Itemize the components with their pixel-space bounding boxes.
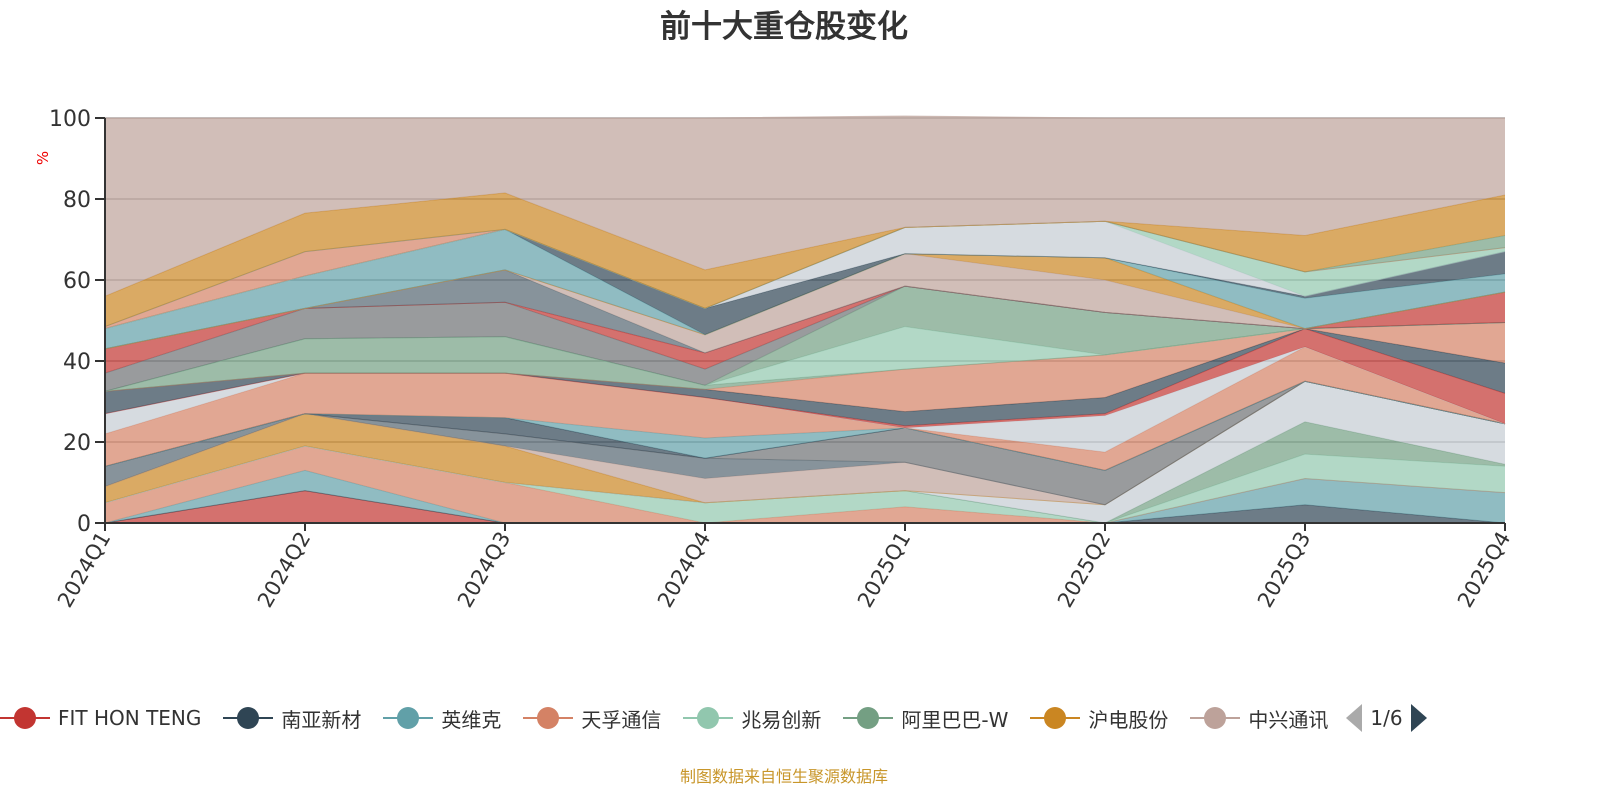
area-layer — [105, 322, 1505, 392]
chart-title: 前十大重仓股变化 — [660, 9, 908, 45]
area-layer — [105, 346, 1505, 453]
y-tick-label: 0 — [77, 512, 91, 537]
legend-item[interactable]: 南亚新材 — [223, 704, 361, 733]
x-tick-label: 2025Q4 — [1453, 528, 1515, 612]
area-layer — [105, 253, 1505, 349]
legend-label: 英维克 — [441, 707, 502, 732]
y-tick-label: 40 — [63, 350, 91, 375]
area-layer — [105, 322, 1505, 412]
legend-label: 南亚新材 — [281, 707, 362, 732]
legend-item[interactable]: 阿里巴巴-W — [843, 704, 1008, 733]
area-layer — [105, 229, 1505, 349]
y-axis-label: % — [34, 151, 52, 165]
legend-item[interactable]: FIT HON TENG — [0, 706, 201, 730]
legend-pager: 1/6 — [1346, 704, 1427, 732]
legend-label: 阿里巴巴-W — [901, 707, 1009, 732]
stacked-area-chart: 前十大重仓股变化 % 0 20 40 60 80 100 2024Q1 2024Q2 2024Q… — [34, 9, 1515, 612]
area-layer — [105, 328, 1505, 426]
legend-item[interactable]: 中兴通讯 — [1190, 704, 1328, 733]
legend-label: FIT HON TENG — [58, 706, 202, 730]
area-layer — [105, 490, 1505, 523]
y-tick-label: 20 — [63, 431, 91, 456]
legend-marker-icon — [843, 706, 894, 730]
area-layer — [105, 381, 1505, 505]
area-layer — [105, 229, 1505, 335]
area-layer — [105, 381, 1505, 505]
legend-item[interactable]: 兆易创新 — [683, 704, 821, 733]
source-note: 制图数据来自恒生聚源数据库 — [679, 767, 888, 786]
area-layer — [105, 221, 1505, 329]
y-tick-label: 60 — [63, 269, 91, 294]
x-tick-label: 2025Q2 — [1053, 528, 1115, 612]
legend-marker-icon — [683, 706, 734, 730]
legend-prev-icon[interactable] — [1346, 704, 1363, 732]
area-layer — [105, 446, 1505, 523]
legend-marker-icon — [223, 706, 274, 730]
area-layer-line — [105, 115, 1505, 119]
legend-marker-icon — [383, 706, 434, 730]
legend: FIT HON TENG 南亚新材 英维克 天孚通信 兆易创新 阿里巴巴-W 沪电股份 中兴通… — [0, 700, 1427, 736]
y-tick-label: 100 — [49, 107, 91, 132]
legend-page-label: 1/6 — [1370, 706, 1403, 730]
legend-marker-icon — [0, 706, 50, 730]
legend-label: 中兴通讯 — [1248, 707, 1329, 732]
area-layer — [105, 269, 1505, 353]
x-tick-label: 2025Q3 — [1253, 528, 1315, 612]
legend-label: 沪电股份 — [1088, 707, 1169, 732]
legend-label: 兆易创新 — [741, 707, 822, 732]
y-tick-label: 80 — [63, 188, 91, 213]
x-tick-label: 2024Q2 — [253, 528, 315, 612]
area-layer — [105, 286, 1505, 392]
area-layer — [105, 322, 1505, 392]
area-layer — [105, 253, 1505, 353]
area-layer — [105, 286, 1505, 392]
legend-label: 天孚通信 — [581, 707, 662, 732]
area-layer — [105, 346, 1505, 471]
x-tick-label: 2024Q4 — [653, 528, 715, 612]
area-layer — [105, 446, 1505, 523]
area-layer — [105, 381, 1505, 523]
x-tick-label: 2024Q1 — [53, 528, 115, 612]
legend-next-icon[interactable] — [1410, 704, 1427, 732]
area-layer — [105, 115, 1505, 297]
x-tick-label: 2025Q1 — [853, 528, 915, 612]
legend-item[interactable]: 英维克 — [383, 704, 501, 733]
legend-marker-icon — [523, 706, 574, 730]
area-layer — [105, 192, 1505, 327]
legend-item[interactable]: 沪电股份 — [1030, 704, 1168, 733]
legend-marker-icon — [1190, 706, 1241, 730]
x-tick-label: 2024Q3 — [453, 528, 515, 612]
legend-item[interactable]: 天孚通信 — [523, 704, 661, 733]
legend-marker-icon — [1030, 706, 1081, 730]
